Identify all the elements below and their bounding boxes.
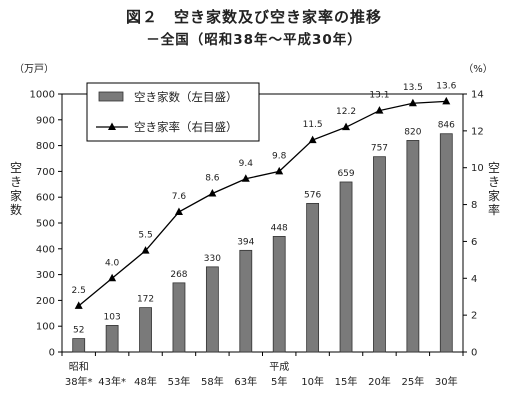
x-axis-category-label: 30年 <box>435 375 458 388</box>
bar-value-label: 757 <box>371 144 388 154</box>
left-axis-tick-label: 700 <box>36 167 55 178</box>
rate-value-label: 12.2 <box>336 107 356 117</box>
bar <box>105 325 119 353</box>
x-axis-category-label: 10年 <box>301 375 324 388</box>
bar-value-label: 576 <box>304 190 321 200</box>
x-axis-category-label: 63年 <box>234 375 257 388</box>
axes: 0 100 200 300 400 500 600 700 800 900 1000 0 2 4 6 8 10 1… <box>10 63 500 388</box>
bar <box>239 249 253 353</box>
rate-marker <box>108 273 117 282</box>
line-series <box>74 96 451 309</box>
left-axis-tick-label: 1000 <box>30 90 55 101</box>
rate-value-label: 11.5 <box>303 120 323 130</box>
chart-subtitle: －全国（昭和38年～平成30年） <box>146 32 362 48</box>
x-axis-era-label: 昭和 <box>69 361 89 373</box>
rate-value-label: 9.4 <box>239 159 254 169</box>
rate-value-label: 8.6 <box>205 174 220 184</box>
rate-marker <box>141 246 150 254</box>
x-axis-category-label: 43年* <box>98 375 126 388</box>
legend-line-label: 空き家率（右目盛） <box>134 120 238 134</box>
rate-marker <box>308 135 317 144</box>
left-axis-tick-label: 100 <box>36 322 55 333</box>
left-axis-tick-label: 0 <box>49 348 55 359</box>
right-axis-unit: （%） <box>463 63 493 75</box>
rate-marker <box>275 166 284 175</box>
right-axis-tick-label: 6 <box>471 237 477 248</box>
x-axis-category-label: 15年 <box>335 375 358 388</box>
rate-value-label: 13.1 <box>369 91 389 101</box>
right-axis-tick-label: 14 <box>471 90 484 101</box>
bar-value-label: 172 <box>137 295 154 305</box>
left-axis-tick-label: 900 <box>36 115 55 126</box>
x-axis-category-label: 25年 <box>402 375 425 388</box>
rate-marker <box>342 122 351 131</box>
bar-value-label: 330 <box>204 254 221 264</box>
right-axis-tick-label: 2 <box>471 311 477 322</box>
bar-value-label: 846 <box>438 121 455 131</box>
x-axis-era-label: 平成 <box>269 361 289 373</box>
left-axis-tick-label: 200 <box>36 296 55 307</box>
right-axis-tick-label: 8 <box>471 200 477 211</box>
left-axis-tick-label: 600 <box>36 193 55 204</box>
left-axis-unit: （万戸） <box>14 63 54 75</box>
chart-title: 図２ 空き家数及び空き家率の推移 <box>125 8 382 26</box>
x-axis-category-label: 20年 <box>368 375 391 388</box>
bar-value-label: 448 <box>271 223 288 233</box>
rate-marker <box>241 174 250 182</box>
left-axis-tick-label: 500 <box>36 219 55 230</box>
rate-value-label: 4.0 <box>105 258 120 268</box>
bar <box>373 156 386 353</box>
bar-value-label: 659 <box>337 169 354 179</box>
right-axis-tick-label: 0 <box>471 348 477 359</box>
rate-line <box>78 100 447 307</box>
bar <box>339 181 353 353</box>
data-labels: 52 103 172 268 330 394 448 576 659 757 820 846 2.5 4.… <box>72 81 457 335</box>
bar <box>205 266 219 353</box>
right-axis-title: 空き家率 <box>488 161 500 217</box>
legend-bar-swatch <box>98 91 124 102</box>
bar <box>272 236 286 353</box>
x-axis-category-label: 5年 <box>271 375 287 388</box>
left-axis-tick-label: 800 <box>36 141 55 152</box>
x-axis-category-label: 58年 <box>201 375 224 388</box>
rate-value-label: 9.8 <box>272 151 287 161</box>
bar <box>72 338 86 353</box>
bar <box>439 133 453 353</box>
rate-value-label: 13.5 <box>403 83 423 93</box>
x-axis-category-label: 48年 <box>134 375 157 388</box>
left-axis-tick-label: 400 <box>36 244 55 255</box>
bar-series <box>72 133 453 353</box>
rate-value-label: 5.5 <box>138 231 152 241</box>
rate-marker <box>375 106 384 114</box>
bar-value-label: 103 <box>104 312 121 322</box>
bar <box>306 202 320 353</box>
rate-marker <box>208 189 217 197</box>
bar <box>172 282 186 353</box>
bar-value-label: 268 <box>170 270 187 280</box>
rate-marker <box>174 207 183 215</box>
rate-marker <box>74 301 83 309</box>
rate-marker <box>442 96 451 105</box>
bar-value-label: 820 <box>404 127 421 137</box>
right-axis-tick-label: 10 <box>471 163 484 174</box>
left-axis-title: 空き家数 <box>10 161 22 217</box>
legend-triangle-icon <box>108 122 116 130</box>
bar <box>139 307 152 353</box>
bar-value-label: 394 <box>237 237 254 247</box>
rate-marker <box>408 98 417 107</box>
right-axis-tick-label: 12 <box>471 126 484 137</box>
right-axis-tick-label: 4 <box>471 274 477 285</box>
x-axis-category-label: 53年 <box>168 375 191 388</box>
bar-value-label: 52 <box>73 326 84 336</box>
legend-bar-label: 空き家数（左目盛） <box>134 90 238 104</box>
rate-value-label: 7.6 <box>172 192 187 202</box>
left-axis-tick-label: 300 <box>36 270 55 281</box>
rate-value-label: 2.5 <box>72 286 86 296</box>
legend: 空き家数（左目盛） 空き家率（右目盛） <box>86 82 260 142</box>
x-axis-category-label: 38年* <box>65 375 93 388</box>
rate-value-label: 13.6 <box>436 81 456 91</box>
bar <box>406 140 420 353</box>
